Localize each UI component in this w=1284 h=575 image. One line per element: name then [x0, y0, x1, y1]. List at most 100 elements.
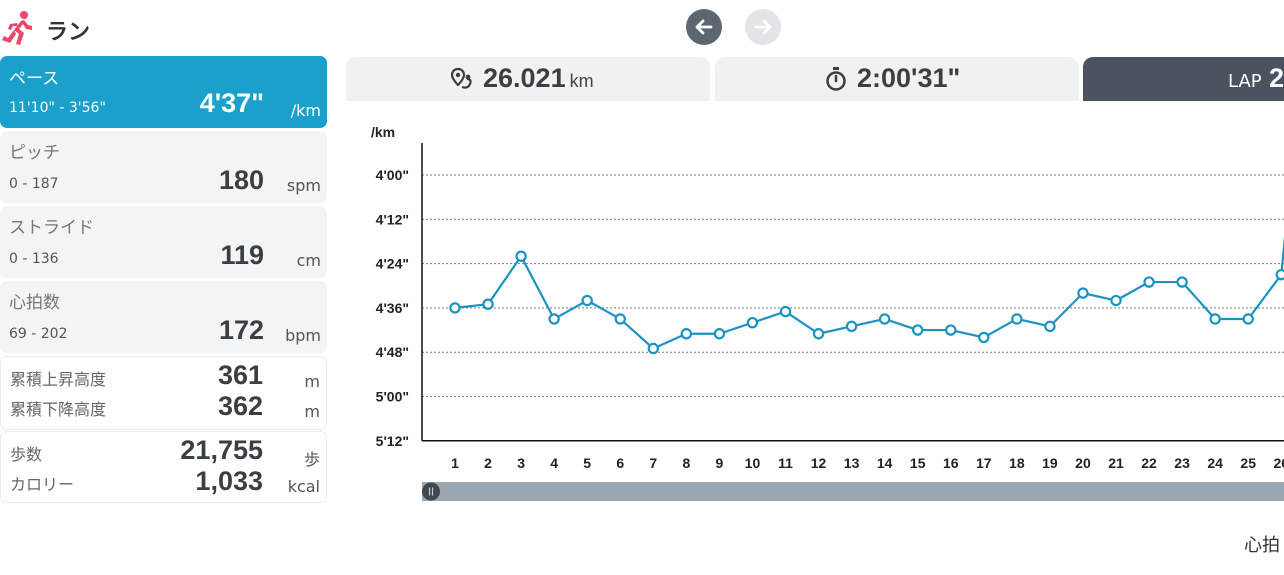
metric-label: ストライド	[9, 218, 94, 238]
calories-unit: kcal	[287, 477, 320, 496]
page-title: ラン	[46, 20, 91, 45]
x-tick-label: 7	[649, 455, 657, 471]
metric-value: 4'37"	[199, 88, 264, 118]
distance-readout: 26.021 km	[483, 63, 594, 94]
metric-card-stride[interactable]: ストライド 0 - 136 119 cm	[0, 206, 327, 278]
pace-point	[1044, 320, 1056, 333]
pace-point	[746, 316, 759, 329]
x-tick-label: 12	[811, 455, 827, 471]
pace-point	[515, 250, 527, 262]
pace-point	[1011, 313, 1023, 325]
ascent-label: 累積上昇高度	[10, 370, 107, 389]
chart-scrollbar-track	[422, 482, 1284, 501]
x-tick-label: 6	[616, 455, 624, 471]
pace-point	[713, 328, 726, 340]
x-tick-label: 23	[1174, 455, 1190, 471]
y-tick-label: 4'00"	[376, 167, 409, 183]
pace-point	[945, 324, 957, 336]
x-tick-label: 16	[943, 455, 959, 471]
pace-point	[1077, 287, 1089, 299]
forward-button[interactable]	[745, 9, 781, 45]
metric-unit: /km	[290, 101, 321, 120]
x-tick-label: 18	[1009, 455, 1025, 471]
x-tick-label: 22	[1141, 455, 1157, 471]
metric-value: 180	[218, 165, 264, 195]
time-value: 2:00'31"	[857, 63, 961, 93]
x-tick-label: 19	[1042, 455, 1058, 471]
metric-unit: spm	[286, 176, 321, 195]
distance-value: 26.021	[483, 63, 566, 93]
x-tick-label: 2	[484, 455, 492, 471]
metric-card-pace[interactable]: ペース 11'10" - 3'56" 4'37" /km	[0, 56, 327, 128]
x-tick-label: 13	[844, 455, 860, 471]
chart-scrollbar-handle[interactable]	[422, 482, 440, 501]
pace-point	[779, 305, 792, 318]
pace-point	[614, 313, 626, 325]
calories-label: カロリー	[10, 475, 75, 494]
descent-value: 362	[217, 391, 263, 421]
tab-time[interactable]: 2:00'31"	[715, 57, 1079, 101]
y-tick-label: 4'48"	[376, 344, 409, 360]
descent-label: 累積下降高度	[10, 400, 107, 419]
metric-card-pitch[interactable]: ピッチ 0 - 187 180 spm	[0, 131, 327, 203]
x-tick-label: 24	[1207, 455, 1223, 471]
arrow-left-icon	[695, 19, 713, 35]
ascent-unit: m	[304, 372, 320, 391]
stopwatch-icon	[826, 67, 846, 91]
metric-label: ペース	[9, 69, 60, 89]
ascent-value: 361	[217, 360, 263, 390]
metric-value: 172	[218, 315, 264, 345]
pace-series-line	[454, 235, 1284, 350]
x-tick-label: 26	[1273, 455, 1284, 471]
distance-unit: km	[569, 71, 594, 91]
y-tick-label: 5'12"	[376, 433, 409, 449]
x-tick-label: 5	[583, 455, 591, 471]
heart-rate-section-label: 心拍	[1244, 535, 1280, 556]
tab-lap[interactable]: LAP 2	[1083, 57, 1284, 101]
steps-label: 歩数	[10, 445, 43, 464]
pace-point	[581, 294, 593, 307]
steps-value: 21,755	[180, 435, 263, 465]
y-tick-label: 4'12"	[376, 211, 409, 227]
y-tick-label: 4'24"	[376, 256, 409, 272]
x-tick-label: 14	[877, 455, 893, 471]
metric-range: 0 - 187	[9, 176, 59, 192]
pace-point	[1242, 313, 1254, 325]
x-tick-label: 1	[451, 455, 459, 471]
pace-point	[548, 313, 560, 325]
pace-point	[482, 298, 494, 310]
y-axis-unit-label: /km	[371, 124, 395, 140]
x-tick-label: 9	[716, 455, 724, 471]
x-tick-label: 3	[517, 455, 525, 471]
pace-point	[647, 342, 660, 355]
x-tick-label: 25	[1240, 455, 1256, 471]
metric-card-heart-rate[interactable]: 心拍数 69 - 202 172 bpm	[0, 281, 327, 353]
metric-label: 心拍数	[9, 293, 60, 313]
pace-point	[978, 331, 990, 344]
metric-value: 119	[220, 240, 264, 270]
metric-unit: cm	[296, 251, 321, 270]
route-pin-icon	[450, 67, 472, 89]
x-tick-label: 21	[1108, 455, 1124, 471]
x-tick-label: 20	[1075, 455, 1091, 471]
x-tick-label: 8	[682, 455, 690, 471]
y-tick-label: 5'00"	[376, 389, 409, 405]
pace-point	[812, 328, 825, 340]
metric-range: 0 - 136	[9, 251, 59, 267]
runner-icon	[2, 11, 32, 45]
back-button[interactable]	[686, 9, 722, 45]
lap-label: LAP	[1228, 71, 1262, 92]
metric-range: 69 - 202	[9, 326, 68, 342]
pace-point	[1176, 276, 1188, 288]
metric-card-elevation: 累積上昇高度 361 m 累積下降高度 362 m	[0, 356, 327, 430]
metric-card-steps-calories: 歩数 21,755 歩 カロリー 1,033 kcal	[0, 431, 327, 503]
x-tick-label: 10	[745, 455, 761, 471]
pace-point	[845, 320, 858, 333]
x-tick-label: 4	[550, 455, 558, 471]
pace-point	[1110, 294, 1122, 307]
lap-value: 2	[1269, 63, 1284, 93]
pace-point	[449, 302, 461, 314]
pace-point	[912, 324, 924, 336]
tab-distance[interactable]: 26.021 km	[346, 57, 710, 101]
